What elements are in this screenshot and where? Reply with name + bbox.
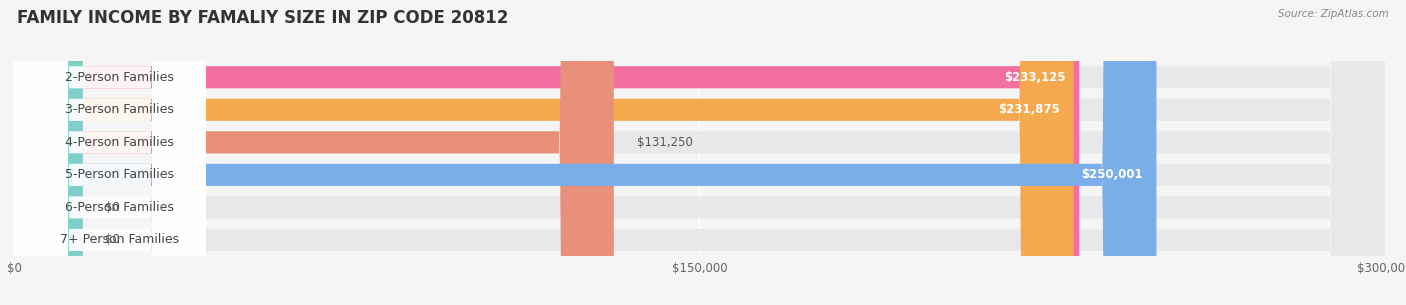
Text: 6-Person Families: 6-Person Families xyxy=(65,201,174,214)
FancyBboxPatch shape xyxy=(14,0,1385,305)
Text: $231,875: $231,875 xyxy=(998,103,1060,116)
FancyBboxPatch shape xyxy=(14,0,1385,305)
FancyBboxPatch shape xyxy=(14,0,1080,305)
FancyBboxPatch shape xyxy=(14,0,207,305)
FancyBboxPatch shape xyxy=(14,0,1385,305)
FancyBboxPatch shape xyxy=(14,0,207,305)
FancyBboxPatch shape xyxy=(14,0,1074,305)
FancyBboxPatch shape xyxy=(14,0,207,305)
Text: $0: $0 xyxy=(105,233,121,246)
FancyBboxPatch shape xyxy=(14,0,83,305)
Text: 3-Person Families: 3-Person Families xyxy=(65,103,174,116)
Text: FAMILY INCOME BY FAMALIY SIZE IN ZIP CODE 20812: FAMILY INCOME BY FAMALIY SIZE IN ZIP COD… xyxy=(17,9,508,27)
FancyBboxPatch shape xyxy=(14,0,614,305)
Text: 4-Person Families: 4-Person Families xyxy=(65,136,174,149)
Text: $250,001: $250,001 xyxy=(1081,168,1143,181)
FancyBboxPatch shape xyxy=(14,0,1157,305)
Text: $233,125: $233,125 xyxy=(1004,71,1066,84)
FancyBboxPatch shape xyxy=(14,0,207,305)
FancyBboxPatch shape xyxy=(14,0,83,305)
FancyBboxPatch shape xyxy=(14,0,1385,305)
Text: Source: ZipAtlas.com: Source: ZipAtlas.com xyxy=(1278,9,1389,19)
FancyBboxPatch shape xyxy=(14,0,1385,305)
Text: $0: $0 xyxy=(105,201,121,214)
Text: 2-Person Families: 2-Person Families xyxy=(65,71,174,84)
Text: $131,250: $131,250 xyxy=(637,136,693,149)
Text: 5-Person Families: 5-Person Families xyxy=(65,168,174,181)
FancyBboxPatch shape xyxy=(14,0,207,305)
FancyBboxPatch shape xyxy=(14,0,1385,305)
FancyBboxPatch shape xyxy=(14,0,207,305)
Text: 7+ Person Families: 7+ Person Families xyxy=(60,233,179,246)
